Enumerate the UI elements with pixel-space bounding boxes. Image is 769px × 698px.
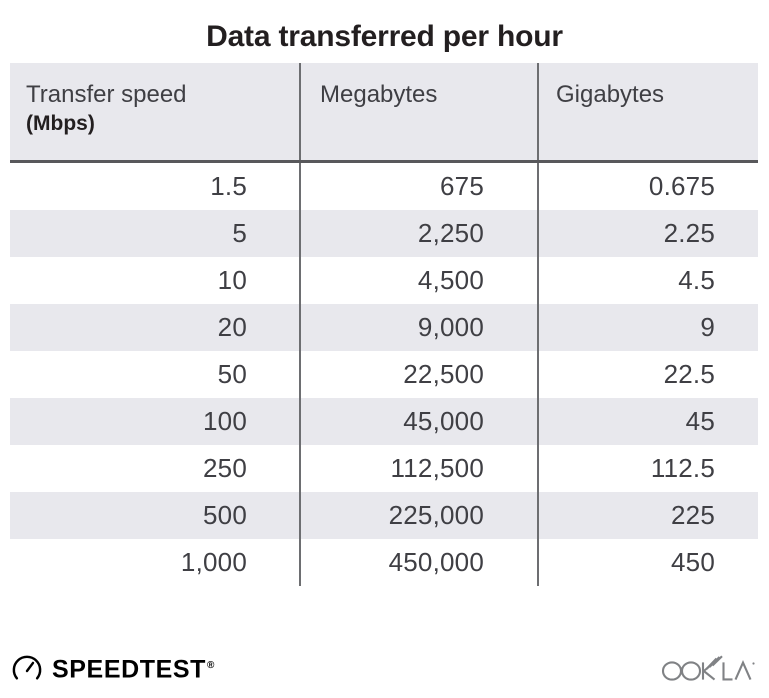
cell-megabytes: 45,000 bbox=[299, 397, 538, 445]
data-table: Transfer speed (Mbps) Megabytes Gigabyte… bbox=[10, 63, 758, 586]
table-row: 10 4,500 4.5 bbox=[10, 256, 758, 304]
cell-transfer-speed: 500 bbox=[10, 491, 300, 539]
cell-transfer-speed: 1.5 bbox=[10, 161, 300, 210]
cell-megabytes: 22,500 bbox=[299, 350, 538, 398]
speedtest-brand-text: SPEEDTEST bbox=[52, 655, 207, 684]
table-body: 1.5 675 0.675 5 2,250 2.25 10 4,500 4.5 … bbox=[10, 161, 758, 586]
ookla-logo bbox=[661, 652, 757, 684]
table-row: 20 9,000 9 bbox=[10, 303, 758, 351]
cell-gigabytes: 45 bbox=[537, 397, 758, 445]
table-row: 500 225,000 225 bbox=[10, 491, 758, 539]
table-header-row: Transfer speed (Mbps) Megabytes Gigabyte… bbox=[10, 63, 758, 163]
speedtest-logo: SPEEDTEST® bbox=[12, 648, 215, 688]
cell-transfer-speed: 1,000 bbox=[10, 538, 300, 586]
table-row: 5 2,250 2.25 bbox=[10, 209, 758, 257]
cell-transfer-speed: 50 bbox=[10, 350, 300, 398]
page-title: Data transferred per hour bbox=[206, 20, 563, 53]
ookla-wordmark-icon bbox=[661, 655, 755, 681]
table-row: 1,000 450,000 450 bbox=[10, 538, 758, 586]
cell-gigabytes: 9 bbox=[537, 303, 758, 351]
cell-megabytes: 450,000 bbox=[299, 538, 538, 586]
footer: SPEEDTEST® bbox=[0, 648, 769, 698]
cell-megabytes: 2,250 bbox=[299, 209, 538, 257]
cell-megabytes: 112,500 bbox=[299, 444, 538, 492]
cell-transfer-speed: 20 bbox=[10, 303, 300, 351]
column-header-megabytes: Megabytes bbox=[299, 63, 538, 163]
speedtest-wordmark: SPEEDTEST® bbox=[52, 651, 215, 684]
cell-megabytes: 225,000 bbox=[299, 491, 538, 539]
column-header-transfer-speed: Transfer speed (Mbps) bbox=[10, 63, 300, 163]
cell-gigabytes: 450 bbox=[537, 538, 758, 586]
cell-gigabytes: 4.5 bbox=[537, 256, 758, 304]
table-header: Transfer speed (Mbps) Megabytes Gigabyte… bbox=[10, 63, 758, 163]
column-header-megabytes-label: Megabytes bbox=[320, 81, 438, 108]
cell-megabytes: 9,000 bbox=[299, 303, 538, 351]
speedtest-trademark: ® bbox=[207, 660, 216, 672]
table-row: 50 22,500 22.5 bbox=[10, 350, 758, 398]
column-header-gigabytes: Gigabytes bbox=[537, 63, 758, 163]
table-row: 250 112,500 112.5 bbox=[10, 444, 758, 492]
column-header-transfer-speed-label: Transfer speed bbox=[26, 81, 187, 108]
cell-transfer-speed: 5 bbox=[10, 209, 300, 257]
cell-megabytes: 675 bbox=[299, 161, 538, 210]
cell-gigabytes: 225 bbox=[537, 491, 758, 539]
cell-gigabytes: 22.5 bbox=[537, 350, 758, 398]
cell-transfer-speed: 250 bbox=[10, 444, 300, 492]
cell-transfer-speed: 10 bbox=[10, 256, 300, 304]
table-row: 100 45,000 45 bbox=[10, 397, 758, 445]
gauge-icon bbox=[12, 655, 42, 680]
cell-megabytes: 4,500 bbox=[299, 256, 538, 304]
cell-gigabytes: 0.675 bbox=[537, 161, 758, 210]
column-header-gigabytes-label: Gigabytes bbox=[556, 81, 665, 108]
cell-gigabytes: 2.25 bbox=[537, 209, 758, 257]
table-row: 1.5 675 0.675 bbox=[10, 161, 758, 210]
cell-transfer-speed: 100 bbox=[10, 397, 300, 445]
data-table-container: Transfer speed (Mbps) Megabytes Gigabyte… bbox=[10, 63, 758, 586]
column-header-transfer-speed-unit: (Mbps) bbox=[26, 112, 95, 135]
cell-gigabytes: 112.5 bbox=[537, 444, 758, 492]
